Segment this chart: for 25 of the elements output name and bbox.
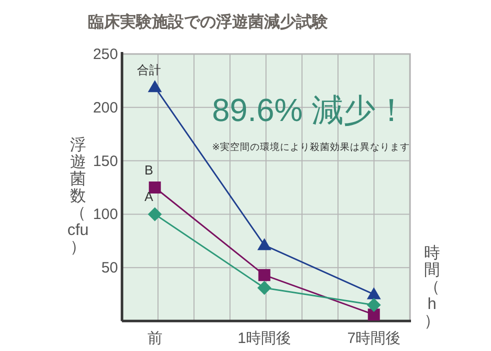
y-tick-label: 250 (92, 46, 118, 63)
x-axis-title: 時間（h） (424, 244, 440, 330)
series-label: A (144, 189, 154, 204)
x-tick-label: 1時間後 (238, 330, 292, 347)
point (148, 182, 161, 194)
point (366, 287, 381, 300)
y-tick-label: 150 (92, 152, 118, 170)
y-tick-label: 100 (92, 206, 118, 224)
point (257, 238, 272, 250)
x-tick-label: 前 (147, 330, 162, 347)
y-axis-title: 浮遊菌数（cfu） (67, 136, 89, 256)
annotation: 89.6% 減少！ (212, 92, 408, 128)
annotation: ※実空間の環境により殺菌効果は異なります (212, 141, 410, 153)
series-label: B (144, 162, 154, 178)
point (258, 269, 270, 282)
point (257, 280, 272, 295)
point (368, 308, 380, 321)
series-label: 合計 (136, 63, 161, 78)
point (148, 207, 162, 222)
x-tick-label: 7時間後 (347, 330, 401, 347)
point (366, 298, 381, 312)
y-tick-label: 50 (101, 260, 118, 277)
chart-title: 臨床実験施設での浮遊菌減少試験 (88, 12, 329, 31)
y-tick-label: 200 (92, 99, 118, 116)
point (148, 80, 162, 92)
